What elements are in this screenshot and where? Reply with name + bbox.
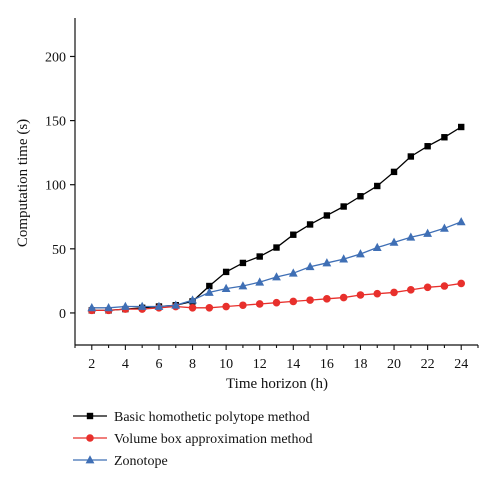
data-point [204, 287, 214, 296]
x-tick-label: 22 [421, 357, 435, 372]
data-point [238, 281, 248, 290]
data-point [424, 143, 431, 150]
legend-item: Zonotope [73, 454, 168, 469]
data-point [440, 223, 449, 232]
data-point [323, 295, 331, 303]
data-point [87, 303, 97, 312]
legend: Basic homothetic polytope method Volume b… [73, 410, 312, 469]
y-ticks: 0 50 100 150 200 [45, 50, 75, 322]
data-point [255, 300, 264, 308]
legend-label: Volume box approximation method [114, 432, 312, 447]
data-point [373, 289, 382, 298]
data-point [457, 279, 466, 288]
series-line [91, 221, 462, 309]
data-point [372, 242, 382, 251]
data-point [441, 134, 448, 141]
data-point [272, 298, 281, 307]
y-tick-label: 150 [45, 115, 66, 130]
data-point [440, 282, 449, 290]
y-tick-label: 200 [45, 50, 66, 65]
data-point [390, 168, 398, 176]
data-point [306, 296, 314, 304]
data-point [188, 295, 197, 304]
y-axis-title: Computation time (s) [15, 119, 31, 247]
data-point [423, 228, 433, 237]
x-tick-label: 8 [189, 357, 196, 372]
x-tick-label: 4 [122, 357, 129, 372]
data-point [154, 301, 164, 310]
legend-marker [86, 412, 94, 420]
x-tick-label: 20 [387, 357, 401, 372]
plot-axes [74, 18, 478, 346]
series-square [88, 123, 465, 314]
data-point [188, 304, 197, 312]
data-point [407, 153, 415, 160]
data-point [222, 302, 230, 311]
x-tick-label: 10 [219, 357, 233, 372]
data-point [137, 301, 147, 310]
data-point [256, 253, 263, 260]
data-point [206, 282, 213, 290]
data-point [458, 123, 465, 131]
data-point [239, 301, 247, 310]
series-triangle [87, 217, 466, 312]
data-point [406, 232, 416, 241]
data-point [390, 288, 398, 297]
x-tick-label: 14 [286, 357, 300, 372]
legend-marker [85, 455, 95, 464]
legend-label: Zonotope [114, 454, 168, 469]
data-point [423, 283, 432, 292]
data-point [290, 231, 297, 238]
data-point [239, 259, 247, 267]
legend-marker [86, 434, 94, 442]
x-tick-label: 2 [88, 357, 95, 372]
data-point [272, 272, 281, 281]
y-tick-label: 0 [59, 307, 66, 322]
data-point [339, 293, 348, 302]
data-point [222, 268, 230, 276]
data-point [221, 283, 231, 292]
data-point [407, 286, 415, 294]
series-line [91, 126, 462, 312]
data-point [456, 217, 466, 226]
x-tick-label: 16 [320, 357, 334, 372]
data-point [323, 212, 331, 219]
data-point [273, 244, 280, 251]
data-point [357, 193, 364, 200]
legend-label: Basic homothetic polytope method [114, 410, 310, 425]
x-tick-label: 18 [353, 357, 367, 372]
x-ticks: 2 4 6 8 10 12 14 16 18 20 22 24 [74, 345, 479, 372]
data-point [340, 203, 347, 210]
y-tick-label: 100 [45, 179, 66, 194]
data-point [305, 261, 315, 271]
data-point [306, 221, 314, 228]
data-point [339, 254, 349, 263]
data-point [288, 268, 298, 277]
x-axis-title: Time horizon (h) [226, 376, 328, 392]
x-tick-label: 24 [454, 357, 468, 372]
data-point [171, 300, 181, 309]
data-point [104, 303, 113, 312]
legend-item: Volume box approximation method [73, 432, 312, 447]
data-point [120, 301, 130, 310]
data-point [389, 237, 399, 246]
y-tick-label: 50 [52, 243, 66, 258]
x-tick-label: 12 [253, 357, 267, 372]
data-point [255, 277, 265, 286]
series-group [87, 123, 466, 315]
data-point [322, 258, 332, 267]
data-point [356, 249, 365, 258]
data-point [356, 291, 365, 299]
data-point [205, 304, 214, 312]
legend-item: Basic homothetic polytope method [73, 410, 310, 425]
x-tick-label: 6 [155, 357, 162, 372]
data-point [374, 182, 381, 190]
data-point [289, 297, 298, 306]
